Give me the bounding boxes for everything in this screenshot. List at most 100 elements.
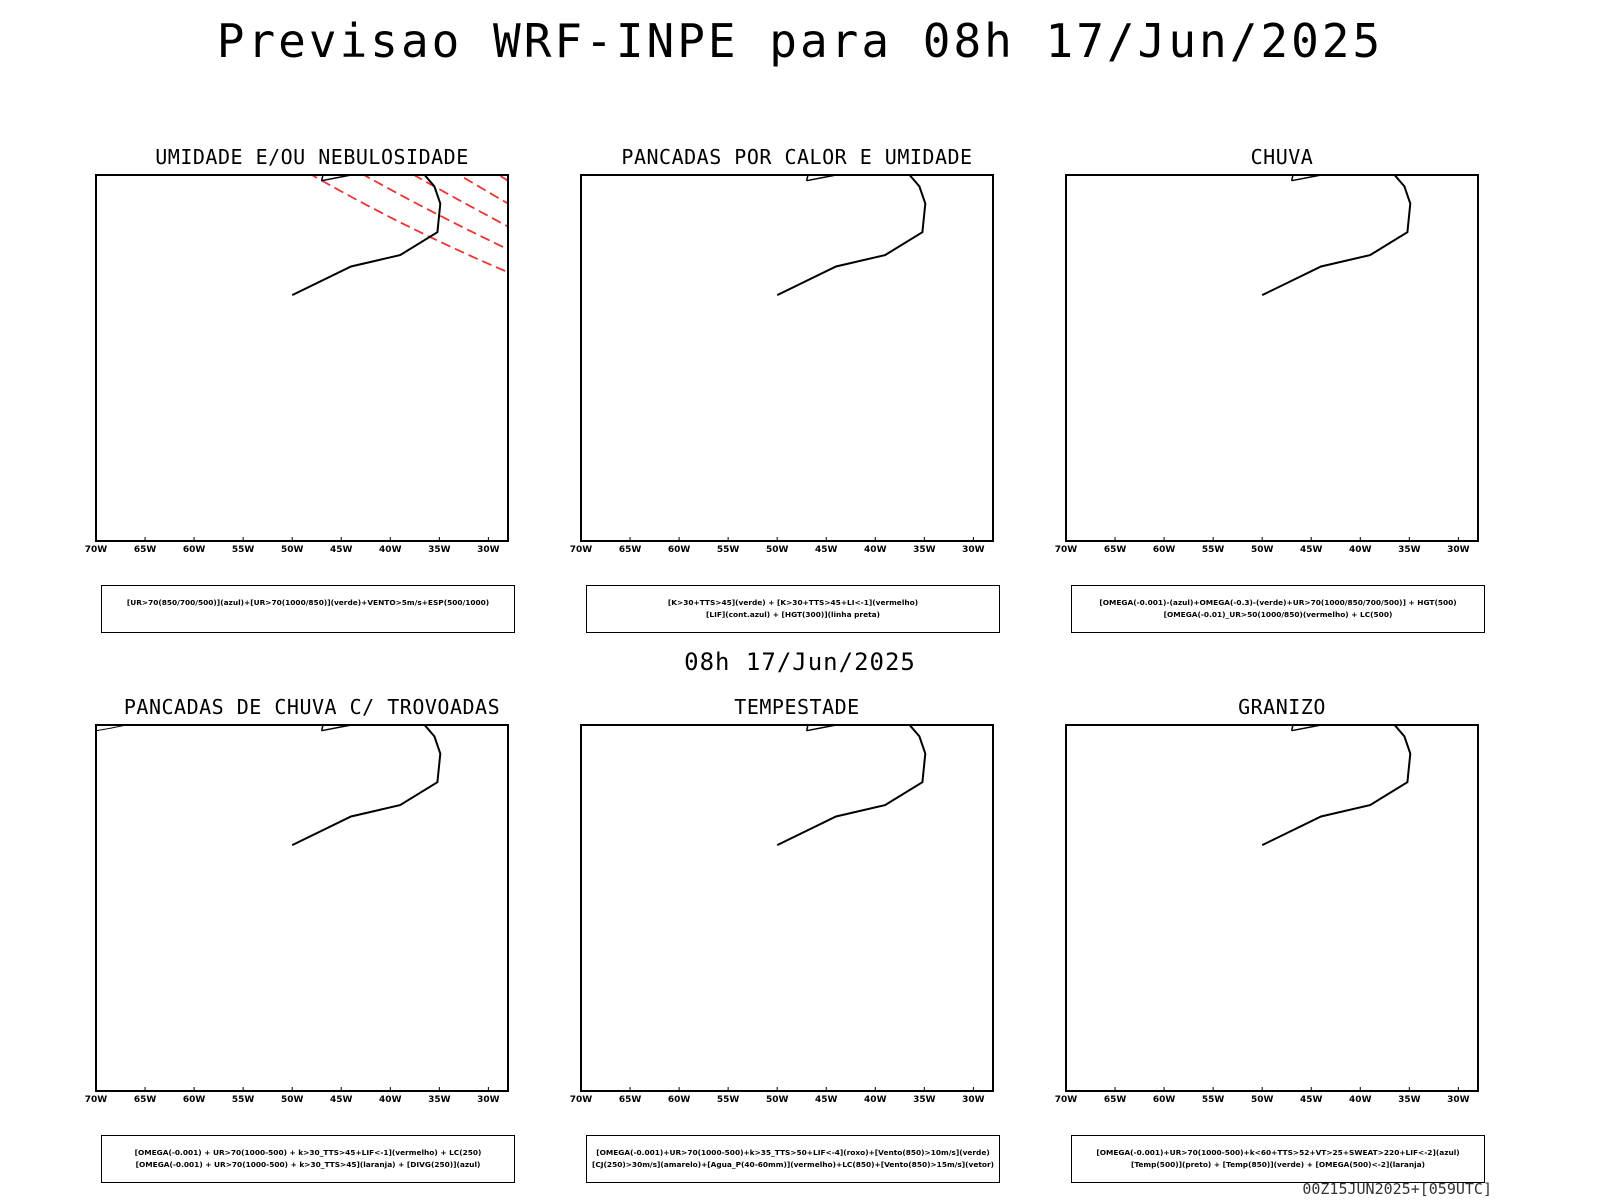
lon-label: 60W [1153,1095,1176,1105]
lon-label: 40W [864,545,887,555]
lon-label: 60W [183,1095,206,1105]
humidity-area [420,167,508,169]
lon-label: 30W [962,1095,985,1105]
map-frame [1065,724,1479,1092]
lon-label: 65W [1104,545,1127,555]
weather-map: 1016102010241012102810325405465525585645… [85,167,509,555]
panel-title: TEMPESTADE [734,695,860,719]
panel-title: PANCADAS DE CHUVA C/ TROVOADAS [123,695,501,719]
lon-label: 65W [619,545,642,555]
map-frame [95,174,509,542]
border-line [100,167,170,169]
coastline [776,725,927,846]
border-line [1112,167,1184,169]
border-line [806,175,838,182]
border-line [142,167,214,169]
lon-label: 35W [913,545,936,555]
border-line [321,175,353,182]
lon-label: 50W [281,545,304,555]
lon-label: 30W [962,545,985,555]
map-layers: -12-12-12-15-18-18-2112151821 [1070,717,1412,846]
lon-label: 50W [1251,1095,1274,1105]
lon-label: 35W [913,1095,936,1105]
lon-label: 45W [1300,1095,1323,1105]
lon-label: 50W [766,545,789,555]
height-contour [797,167,993,169]
lon-label: 65W [134,545,157,555]
coastline [291,725,442,846]
map-layers [585,717,927,846]
lon-label: 60W [668,1095,691,1105]
legend-line: [OMEGA(-0.01)_UR>50(1000/850)(vermelho) … [1163,610,1393,619]
lon-label: 45W [330,1095,353,1105]
thickness-contour [310,175,508,274]
lon-label: 35W [428,1095,451,1105]
panel-trovoadas: PANCADAS DE CHUVA C/ TROVOADAS 12S15S18S… [72,695,552,1195]
legend-line: [CJ(250)>30m/s](amarelo)+[Agua_P(40-60mm… [592,1160,994,1169]
weather-map: 9600952094409360928092009120904012S15S18… [570,167,994,555]
map-frame [580,174,994,542]
panel-title: PANCADAS POR CALOR E UMIDADE [621,145,973,169]
lon-label: 70W [1055,1095,1078,1105]
map-frame [1065,174,1479,542]
lon-label: 35W [428,545,451,555]
lon-label: 35W [1398,1095,1421,1105]
coastline [1261,175,1412,296]
border-line [100,717,170,719]
lon-label: 60W [183,545,206,555]
border-line [1291,725,1323,732]
lon-label: 40W [1349,1095,1372,1105]
lon-label: 70W [1055,545,1078,555]
lon-label: 30W [477,545,500,555]
panel-umidade: UMIDADE E/OU NEBULOSIDADE 10161020102410… [72,145,552,645]
map-frame [580,724,994,1092]
lon-label: 55W [232,1095,255,1105]
panel-pancadas-calor: PANCADAS POR CALOR E UMIDADE 96009520944… [557,145,1037,645]
legend-line: [LIF](cont.azul) + [HGT(300)](linha pret… [706,610,880,619]
lon-label: 65W [1104,1095,1127,1105]
legend-line: [K>30+TTS>45](verde) + [K>30+TTS>45+LI<-… [667,598,919,607]
panel-legend: [OMEGA(-0.001)+UR>70(1000-500)+k<60+TTS>… [1071,1135,1485,1183]
map-background [96,175,508,541]
map-background [581,725,993,1091]
lon-label: 40W [379,1095,402,1105]
lon-label: 55W [717,1095,740,1105]
border-line [1070,167,1140,169]
lon-label: 65W [619,1095,642,1105]
border-line [806,725,838,732]
map-frame [95,724,509,1092]
lon-label: 55W [1202,545,1225,555]
border-line [142,717,214,719]
border-line [627,167,699,169]
lon-label: 45W [815,545,838,555]
map-background [1066,175,1478,541]
lon-label: 45W [815,1095,838,1105]
lon-label: 70W [570,545,593,555]
lon-label: 45W [1300,545,1323,555]
panel-legend: [K>30+TTS>45](verde) + [K>30+TTS>45+LI<-… [586,585,1000,633]
panel-granizo: GRANIZO -12-12-12-15-18-18-211215182112S… [1042,695,1522,1195]
panel-legend: [UR>70(850/700/500)](azul)+[UR>70(1000/8… [101,585,515,633]
border-line [627,717,699,719]
coastline [776,175,927,296]
model-run-footer: 00Z15JUN2025+[059UTC] [1302,1180,1492,1198]
panel-tempestade: TEMPESTADE 12S15S18S21S24S27S30S33S36S39… [557,695,1037,1195]
map-layers: 1016102010241012102810325405465525585645… [100,167,508,296]
weather-map: 12S15S18S21S24S27S30S33S36S39S42S70W65W6… [570,717,994,1105]
map-background [1066,725,1478,1091]
border-line [1112,717,1184,719]
legend-line: [UR>70(850/700/500)](azul)+[UR>70(1000/8… [126,598,490,607]
border-line [1291,175,1323,182]
legend-line: [OMEGA(-0.001) + UR>70(1000-500) + k>30_… [134,1148,482,1157]
legend-line: [OMEGA(-0.001) + UR>70(1000-500) + k>30_… [135,1160,481,1169]
weather-map: -12-12-12-15-18-18-211215182112S15S18S21… [1055,717,1479,1105]
border-line [1070,717,1140,719]
thunderstorm-area [96,717,204,719]
panel-legend: [OMEGA(-0.001)-(azul)+OMEGA(-0.3)-(verde… [1071,585,1485,633]
lon-label: 65W [134,1095,157,1105]
main-title: Previsao WRF-INPE para 08h 17/Jun/2025 [216,14,1384,68]
lon-label: 45W [330,545,353,555]
lon-label: 35W [1398,545,1421,555]
border-line [585,717,655,719]
lon-label: 60W [1153,545,1176,555]
